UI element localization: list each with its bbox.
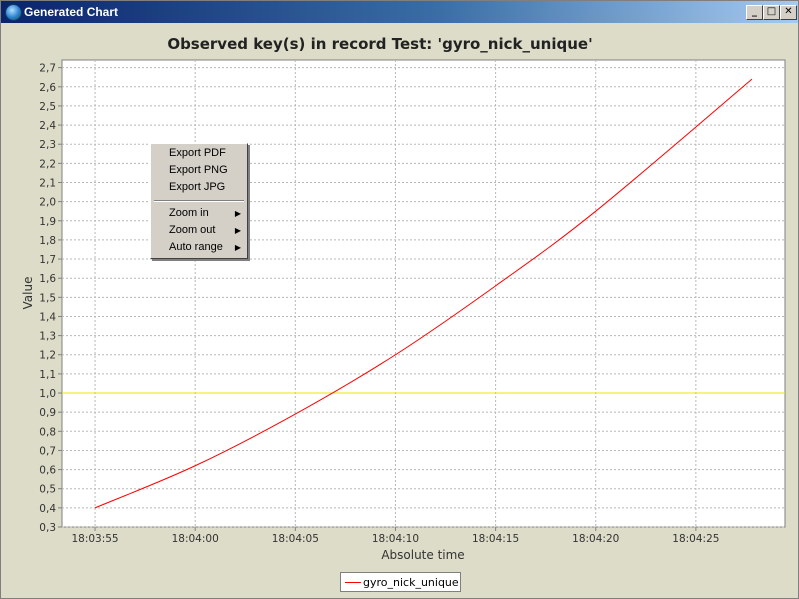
close-button[interactable]: ✕ <box>780 5 797 20</box>
y-tick-label: 0,6 <box>39 465 56 477</box>
x-axis-ticks: 18:03:55 18:04:00 18:04:05 18:04:10 18:04:15… <box>71 527 719 545</box>
y-gridlines <box>62 67 785 528</box>
app-icon <box>5 4 22 21</box>
y-tick-label: 0,7 <box>39 445 56 457</box>
legend-label: gyro_nick_unique <box>363 576 459 589</box>
menu-item-zoom-out[interactable]: Zoom out ▶ <box>151 222 247 239</box>
legend-swatch <box>345 582 361 583</box>
y-tick-label: 1,2 <box>39 350 56 362</box>
menu-item-label: Export PNG <box>169 164 228 176</box>
x-tick-label: 18:04:15 <box>472 533 519 545</box>
y-tick-label: 0,8 <box>39 426 56 438</box>
y-tick-label: 1,4 <box>39 311 56 323</box>
y-tick-label: 2,1 <box>39 177 56 189</box>
chart-panel[interactable]: Observed key(s) in record Test: 'gyro_ni… <box>5 27 794 595</box>
menu-separator <box>154 200 244 202</box>
y-tick-label: 1,8 <box>39 235 56 247</box>
chart-title: Observed key(s) in record Test: 'gyro_ni… <box>167 35 592 53</box>
submenu-arrow-icon: ▶ <box>234 226 241 235</box>
menu-item-label: Export JPG <box>169 181 226 193</box>
y-axis-ticks: 0,3 0,4 0,5 0,6 0,7 0,8 0,9 1,0 1,1 1,2 1,3 1,4 1,5 1… <box>39 63 62 534</box>
y-tick-label: 2,0 <box>39 197 56 209</box>
series-line <box>94 78 753 509</box>
y-tick-label: 1,5 <box>39 292 56 304</box>
x-tick-label: 18:04:20 <box>572 533 619 545</box>
y-tick-label: 1,3 <box>39 331 56 343</box>
x-tick-label: 18:04:25 <box>672 533 719 545</box>
y-tick-label: 0,9 <box>39 407 56 419</box>
submenu-arrow-icon: ▶ <box>234 209 241 218</box>
x-tick-label: 18:04:10 <box>372 533 419 545</box>
minimize-button[interactable]: _ <box>746 5 763 20</box>
x-axis-label: Absolute time <box>381 548 464 562</box>
y-tick-label: 1,9 <box>39 216 56 228</box>
window-title: Generated Chart <box>24 5 119 19</box>
y-tick-label: 2,3 <box>39 139 56 151</box>
y-tick-label: 2,6 <box>39 82 56 94</box>
y-tick-label: 1,0 <box>39 388 56 400</box>
context-menu[interactable]: Export PDF Export PNG Export JPG Zoom in… <box>150 143 248 259</box>
maximize-button[interactable]: □ <box>763 5 780 20</box>
plot-area[interactable] <box>61 59 786 528</box>
menu-item-export-pdf[interactable]: Export PDF <box>151 145 247 162</box>
line-chart[interactable]: Observed key(s) in record Test: 'gyro_ni… <box>5 27 794 595</box>
y-axis-label: Value <box>21 277 35 310</box>
menu-item-auto-range[interactable]: Auto range ▶ <box>151 239 247 256</box>
y-tick-label: 1,1 <box>39 369 56 381</box>
y-tick-label: 2,4 <box>39 120 56 132</box>
y-tick-label: 0,3 <box>39 522 56 534</box>
y-tick-label: 2,2 <box>39 158 56 170</box>
menu-item-zoom-in[interactable]: Zoom in ▶ <box>151 205 247 222</box>
series-lines <box>94 78 753 509</box>
x-tick-label: 18:04:00 <box>172 533 219 545</box>
menu-item-label: Export PDF <box>169 147 226 159</box>
menu-item-export-jpg[interactable]: Export JPG <box>151 179 247 196</box>
title-bar[interactable]: Generated Chart _ □ ✕ <box>1 1 798 23</box>
y-tick-label: 0,5 <box>39 484 56 496</box>
submenu-arrow-icon: ▶ <box>234 243 241 252</box>
y-tick-label: 1,6 <box>39 273 56 285</box>
x-tick-label: 18:03:55 <box>71 533 118 545</box>
menu-item-label: Zoom out <box>169 224 216 236</box>
menu-item-label: Auto range <box>169 241 223 253</box>
x-gridlines <box>94 60 697 527</box>
menu-item-label: Zoom in <box>169 207 209 219</box>
y-tick-label: 1,7 <box>39 254 56 266</box>
y-tick-label: 2,5 <box>39 101 56 113</box>
y-tick-label: 2,7 <box>39 63 56 75</box>
y-tick-label: 0,4 <box>39 503 56 515</box>
x-tick-label: 18:04:05 <box>272 533 319 545</box>
menu-item-export-png[interactable]: Export PNG <box>151 162 247 179</box>
chart-legend: gyro_nick_unique <box>340 572 461 592</box>
